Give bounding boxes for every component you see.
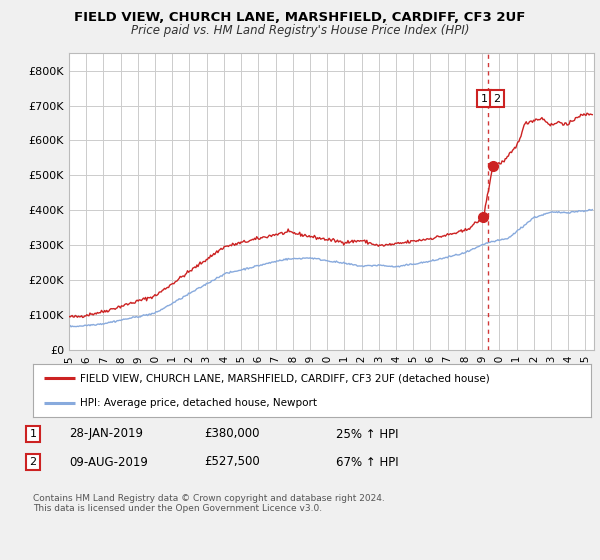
Text: £527,500: £527,500 (204, 455, 260, 469)
Text: £380,000: £380,000 (204, 427, 260, 441)
Text: 1: 1 (29, 429, 37, 439)
Text: Price paid vs. HM Land Registry's House Price Index (HPI): Price paid vs. HM Land Registry's House … (131, 24, 469, 36)
Text: 28-JAN-2019: 28-JAN-2019 (69, 427, 143, 441)
Text: FIELD VIEW, CHURCH LANE, MARSHFIELD, CARDIFF, CF3 2UF: FIELD VIEW, CHURCH LANE, MARSHFIELD, CAR… (74, 11, 526, 24)
Text: HPI: Average price, detached house, Newport: HPI: Average price, detached house, Newp… (80, 398, 317, 408)
Text: 2: 2 (493, 94, 500, 104)
Text: 09-AUG-2019: 09-AUG-2019 (69, 455, 148, 469)
Text: 25% ↑ HPI: 25% ↑ HPI (336, 427, 398, 441)
Text: 1: 1 (481, 94, 487, 104)
Text: 2: 2 (29, 457, 37, 467)
Text: 67% ↑ HPI: 67% ↑ HPI (336, 455, 398, 469)
Text: Contains HM Land Registry data © Crown copyright and database right 2024.
This d: Contains HM Land Registry data © Crown c… (33, 494, 385, 514)
Text: FIELD VIEW, CHURCH LANE, MARSHFIELD, CARDIFF, CF3 2UF (detached house): FIELD VIEW, CHURCH LANE, MARSHFIELD, CAR… (80, 374, 490, 384)
